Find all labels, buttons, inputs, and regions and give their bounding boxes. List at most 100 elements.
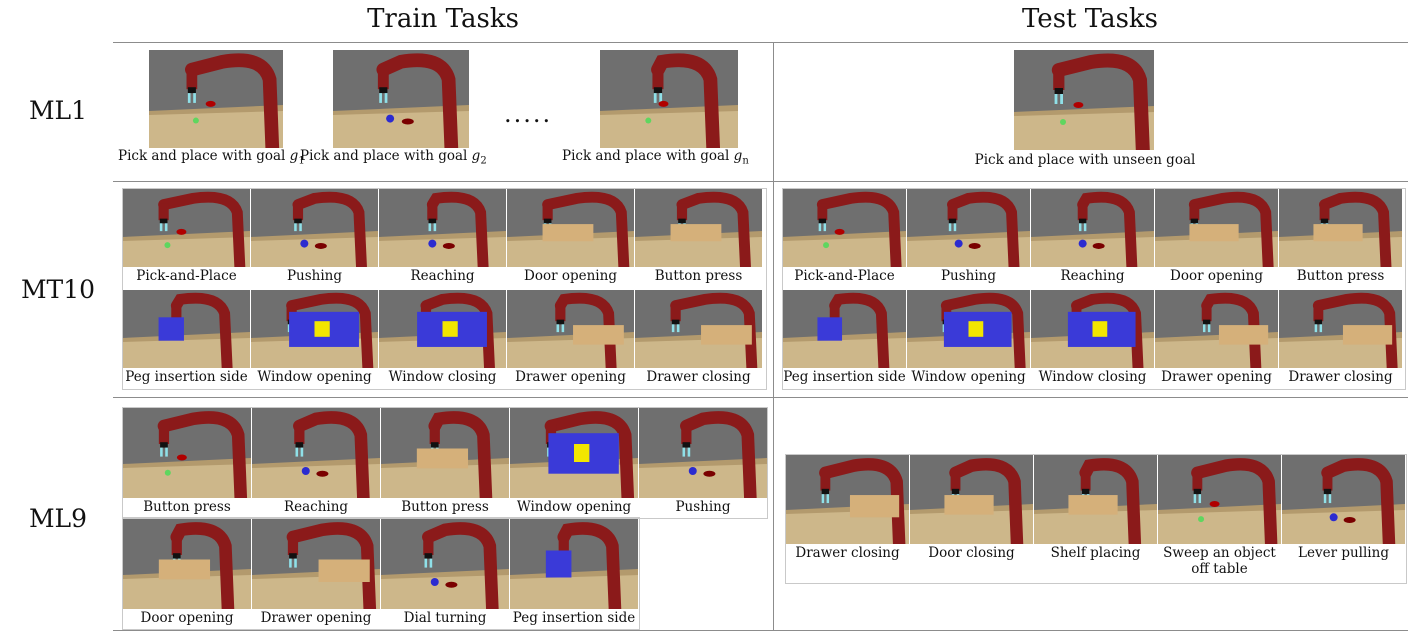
ml9-train-image — [510, 519, 638, 609]
test-tasks-header: Test Tasks — [1021, 4, 1159, 34]
mt10-train-caption: Drawer closing — [646, 369, 751, 385]
ml9-test-image — [786, 455, 909, 544]
mt10-train-image — [251, 290, 378, 368]
row-label-ml1: ML1 — [28, 96, 88, 125]
mt10-test-image — [907, 290, 1030, 368]
mt10-test-caption: Window closing — [1038, 369, 1147, 385]
mt10-test-caption: Reaching — [1060, 268, 1125, 284]
mt10-train-image — [379, 189, 506, 267]
ml9-train-image — [381, 408, 509, 498]
goal-symbol: g — [289, 148, 299, 164]
ml9-train-caption: Peg insertion side — [512, 610, 636, 626]
mt10-train-image — [635, 189, 762, 267]
ml1-test-image — [1014, 50, 1154, 150]
mt10-train-image — [635, 290, 762, 368]
mt10-test-caption: Pushing — [940, 268, 997, 284]
ml1-train-caption-3: Pick and place with goal gn — [562, 148, 749, 170]
ml9-train-caption: Door opening — [140, 610, 234, 626]
ml1-ellipsis: ..... — [504, 100, 553, 128]
mt10-train-caption: Door opening — [524, 268, 617, 284]
ml9-train-caption: Pushing — [675, 499, 731, 515]
mt10-train-image — [251, 189, 378, 267]
mt10-test-image — [1155, 189, 1278, 267]
goal-subscript: 1 — [298, 155, 305, 167]
mt10-train-image — [507, 290, 634, 368]
goal-subscript: n — [742, 155, 749, 167]
mt10-test-image — [1279, 290, 1402, 368]
row-label-mt10: MT10 — [20, 275, 96, 304]
grid-line-ml1 — [113, 181, 1408, 182]
goal-symbol: g — [733, 148, 743, 164]
mt10-train-box — [122, 188, 767, 390]
goal-symbol: g — [471, 148, 481, 164]
grid-line-top — [113, 42, 1408, 43]
ml9-train-box-2 — [122, 517, 640, 630]
ml9-train-image — [252, 519, 380, 609]
mt10-train-image — [379, 290, 506, 368]
grid-line-divider — [773, 42, 774, 630]
ml1-train-image-2 — [333, 50, 469, 148]
ml1-train-image-3 — [600, 50, 738, 148]
mt10-test-caption: Drawer opening — [1161, 369, 1272, 385]
ml9-train-caption: Window opening — [516, 499, 632, 515]
ml9-train-caption: Button press — [401, 499, 489, 515]
grid-line-mt10 — [113, 397, 1408, 398]
mt10-train-image — [507, 189, 634, 267]
mt10-train-caption: Window opening — [257, 369, 372, 385]
caption-text: Pick and place with goal — [562, 148, 734, 164]
ml9-train-box — [122, 407, 768, 519]
mt10-test-image — [1031, 189, 1154, 267]
mt10-test-image — [783, 189, 906, 267]
ml9-train-caption: Dial turning — [403, 610, 487, 626]
mt10-train-image — [123, 290, 250, 368]
mt10-test-image — [1155, 290, 1278, 368]
caption-text: Pick and place with goal — [300, 148, 472, 164]
ml9-train-image — [123, 519, 251, 609]
mt10-test-caption: Window opening — [911, 369, 1026, 385]
ml9-train-image — [639, 408, 767, 498]
ml9-test-image — [1282, 455, 1405, 544]
ml9-test-caption: Lever pulling — [1298, 545, 1389, 561]
grid-line-bottom — [113, 630, 1408, 631]
ml9-train-caption: Drawer opening — [260, 610, 372, 626]
mt10-train-image — [123, 189, 250, 267]
caption-text: Pick and place with goal — [118, 148, 290, 164]
mt10-test-caption: Pick-and-Place — [794, 268, 895, 284]
ml1-train-caption-1: Pick and place with goal g1 — [118, 148, 305, 170]
row-label-ml9: ML9 — [28, 504, 88, 533]
ml9-test-caption: Shelf placing — [1050, 545, 1141, 561]
ml9-test-image — [1158, 455, 1281, 544]
ml9-train-image — [381, 519, 509, 609]
ml1-train-caption-2: Pick and place with goal g2 — [300, 148, 487, 170]
mt10-test-image — [907, 189, 1030, 267]
mt10-test-image — [1031, 290, 1154, 368]
mt10-train-caption: Drawer opening — [515, 369, 626, 385]
mt10-train-caption: Window closing — [388, 369, 497, 385]
ml9-test-image — [1034, 455, 1157, 544]
mt10-train-caption: Reaching — [410, 268, 475, 284]
mt10-train-caption: Peg insertion side — [125, 369, 248, 385]
mt10-test-box — [782, 188, 1406, 390]
ml9-train-image — [123, 408, 251, 498]
ml1-train-image-1 — [149, 50, 283, 148]
mt10-test-image — [1279, 189, 1402, 267]
mt10-test-caption: Door opening — [1170, 268, 1263, 284]
mt10-train-caption: Pick-and-Place — [136, 268, 237, 284]
train-tasks-header: Train Tasks — [367, 4, 519, 34]
ml9-test-box — [785, 454, 1407, 584]
mt10-train-caption: Pushing — [286, 268, 343, 284]
mt10-test-caption: Drawer closing — [1288, 369, 1393, 385]
ml9-test-caption: Door closing — [928, 545, 1015, 561]
ml9-test-caption: Sweep an object off table — [1163, 545, 1276, 577]
mt10-train-caption: Button press — [654, 268, 743, 284]
ml9-train-image — [252, 408, 380, 498]
ml1-test-caption: Pick and place with unseen goal — [974, 152, 1196, 168]
mt10-test-caption: Button press — [1296, 268, 1385, 284]
ml9-train-caption: Button press — [143, 499, 231, 515]
goal-subscript: 2 — [480, 155, 487, 167]
ml9-test-image — [910, 455, 1033, 544]
mt10-test-image — [783, 290, 906, 368]
ml9-train-caption: Reaching — [283, 499, 349, 515]
mt10-test-caption: Peg insertion side — [783, 369, 906, 385]
ml9-test-caption: Drawer closing — [795, 545, 900, 561]
